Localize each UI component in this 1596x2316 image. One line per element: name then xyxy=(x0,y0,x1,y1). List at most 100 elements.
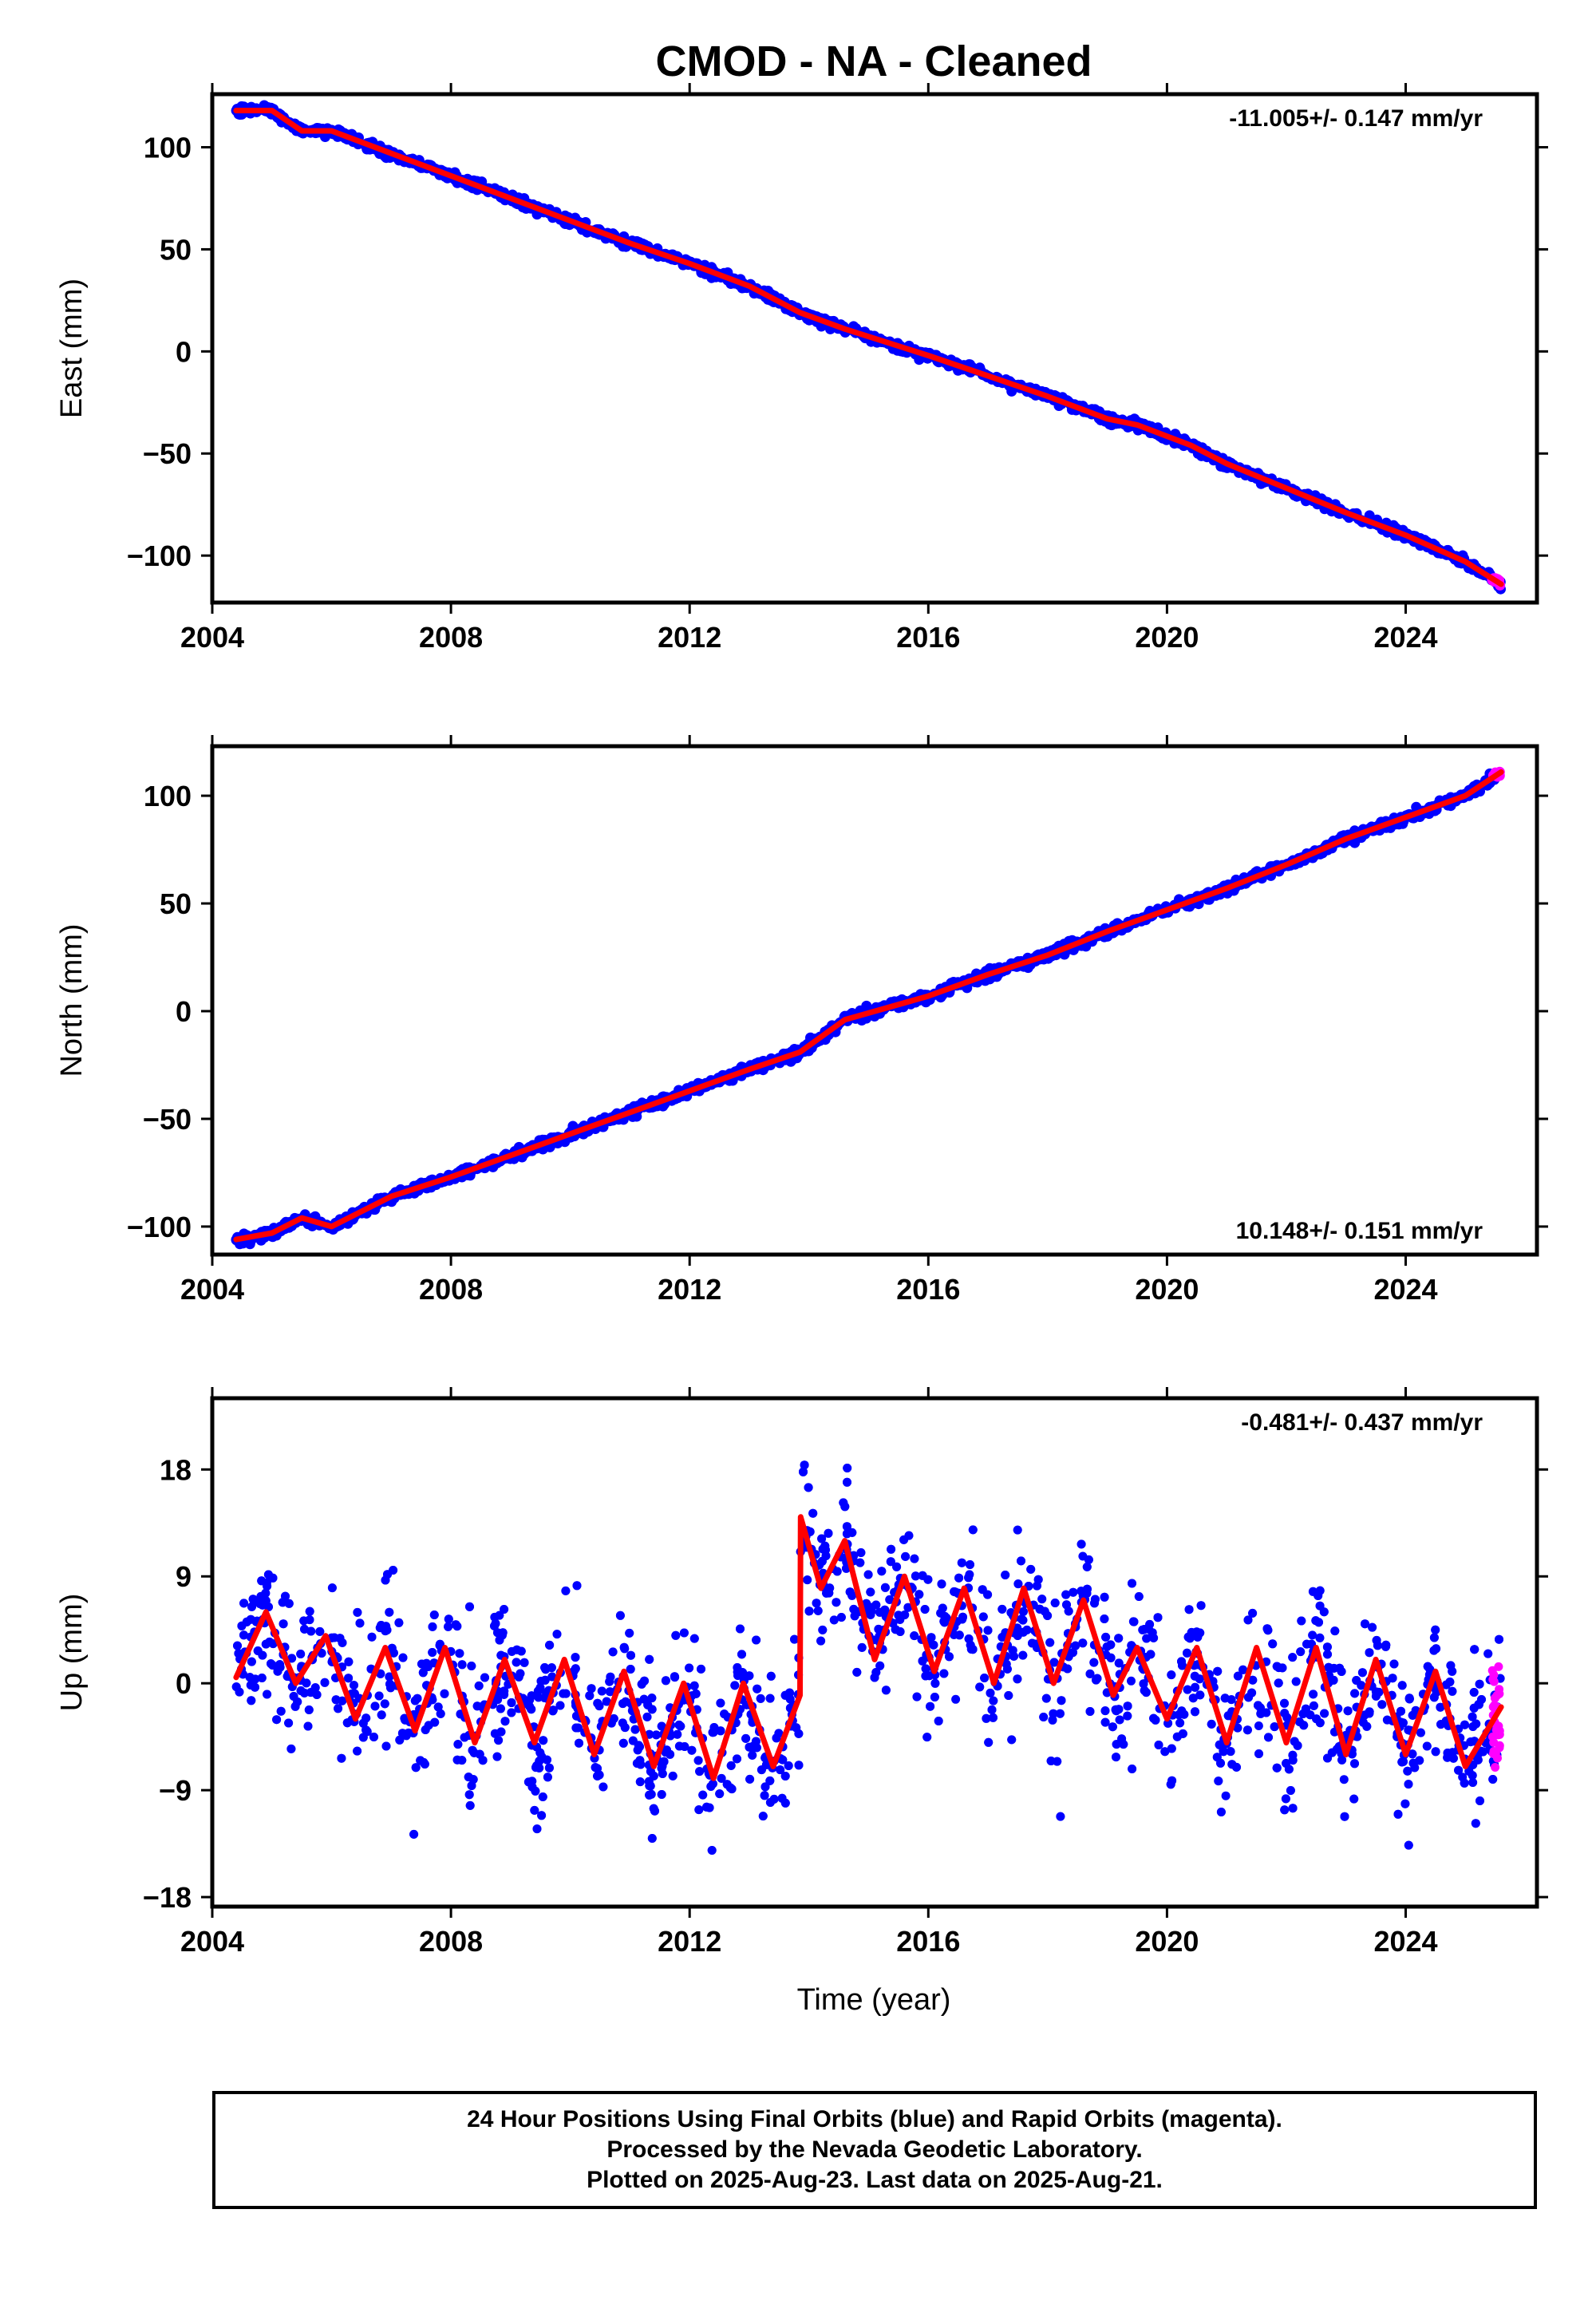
data-point xyxy=(989,1713,998,1722)
data-point xyxy=(644,1777,654,1786)
data-point xyxy=(1167,1670,1176,1680)
data-point xyxy=(1167,1744,1176,1753)
data-point xyxy=(642,1712,652,1721)
data-point xyxy=(842,1522,851,1531)
data-point xyxy=(358,1718,368,1728)
data-point xyxy=(1330,1626,1340,1636)
data-point xyxy=(1472,1719,1481,1729)
data-point xyxy=(1248,1608,1258,1618)
data-point xyxy=(1254,1749,1263,1758)
data-point xyxy=(695,1767,705,1777)
data-point xyxy=(745,1774,755,1784)
data-point xyxy=(885,1595,895,1604)
data-point xyxy=(989,1696,998,1705)
data-point xyxy=(1085,1669,1095,1678)
data-point xyxy=(1288,1756,1298,1765)
rate-label: 10.148+/- 0.151 mm/yr xyxy=(1236,1218,1483,1244)
y-tick-label: 50 xyxy=(160,233,192,266)
x-tick-label: 2012 xyxy=(658,1273,721,1306)
data-point xyxy=(635,1777,645,1787)
data-point xyxy=(1254,1721,1263,1730)
data-point xyxy=(697,1664,705,1674)
data-point xyxy=(1448,1753,1458,1763)
data-point xyxy=(1041,1694,1051,1703)
data-point xyxy=(1280,1805,1290,1815)
y-tick-label: 50 xyxy=(160,887,192,920)
data-point xyxy=(1429,1693,1439,1702)
data-point xyxy=(385,1607,394,1617)
data-point xyxy=(852,1667,862,1677)
data-point xyxy=(1101,1632,1111,1642)
data-point xyxy=(1175,1718,1185,1728)
data-point xyxy=(257,1674,267,1682)
data-point xyxy=(1460,1778,1469,1788)
data-point xyxy=(1320,1709,1329,1718)
data-point xyxy=(910,1631,919,1641)
data-point xyxy=(1139,1679,1148,1689)
data-point xyxy=(376,1669,385,1678)
data-point xyxy=(887,1544,896,1554)
data-point xyxy=(626,1665,635,1674)
data-point xyxy=(598,1782,608,1792)
data-point xyxy=(794,1761,804,1770)
data-point xyxy=(334,1704,343,1713)
data-point xyxy=(370,1701,380,1711)
data-point xyxy=(756,1694,765,1703)
data-point xyxy=(1468,1712,1477,1721)
data-point xyxy=(547,1672,557,1682)
data-point xyxy=(1397,1681,1407,1690)
data-point xyxy=(716,1698,725,1708)
data-point xyxy=(1112,1753,1120,1762)
data-point xyxy=(398,1653,408,1662)
data-point xyxy=(904,1531,914,1540)
data-point xyxy=(429,1611,439,1619)
data-point xyxy=(843,1477,851,1487)
data-point xyxy=(353,1607,362,1617)
data-point xyxy=(1404,1840,1413,1850)
data-point xyxy=(465,1800,475,1810)
data-point xyxy=(1357,1668,1367,1678)
data-point xyxy=(646,1767,655,1777)
data-point xyxy=(1349,1794,1359,1804)
plot-area xyxy=(231,1460,1505,1855)
data-point xyxy=(286,1744,296,1753)
data-point xyxy=(752,1635,761,1645)
data-point xyxy=(666,1749,675,1759)
data-point xyxy=(1039,1713,1049,1721)
y-tick-label: −100 xyxy=(127,1211,192,1243)
data-point xyxy=(1055,1709,1065,1718)
data-point xyxy=(803,1575,812,1585)
data-point xyxy=(671,1630,681,1640)
data-point xyxy=(1242,1725,1252,1735)
data-point xyxy=(602,1697,611,1706)
data-point xyxy=(338,1696,347,1705)
y-tick-label: 0 xyxy=(176,335,192,368)
data-point xyxy=(512,1658,521,1667)
data-point xyxy=(247,1696,256,1705)
x-tick-label: 2020 xyxy=(1135,1273,1199,1306)
data-point xyxy=(1308,1630,1317,1640)
data-point xyxy=(1129,1617,1139,1626)
data-point xyxy=(1315,1718,1325,1728)
data-point xyxy=(591,1763,600,1773)
data-point xyxy=(552,1630,562,1639)
data-point xyxy=(1315,1633,1325,1642)
panel-frame xyxy=(210,92,1539,605)
x-tick-label: 2004 xyxy=(180,1273,244,1306)
data-point xyxy=(1100,1706,1110,1716)
data-point xyxy=(561,1586,571,1595)
data-point xyxy=(626,1650,635,1660)
y-tick-label: −50 xyxy=(143,1103,192,1136)
data-point xyxy=(1183,1648,1191,1658)
data-point xyxy=(1089,1658,1099,1667)
data-point xyxy=(1475,1679,1484,1689)
x-tick-label: 2008 xyxy=(419,621,483,654)
data-point xyxy=(657,1721,666,1731)
data-point xyxy=(377,1710,386,1720)
east-panel: 2004 2008 2012 2016 2020 2024100500−50−100Eas… xyxy=(55,83,1548,654)
data-point xyxy=(247,1657,256,1666)
data-point xyxy=(1018,1650,1028,1660)
plot-area xyxy=(231,100,1506,595)
data-point xyxy=(817,1534,827,1543)
